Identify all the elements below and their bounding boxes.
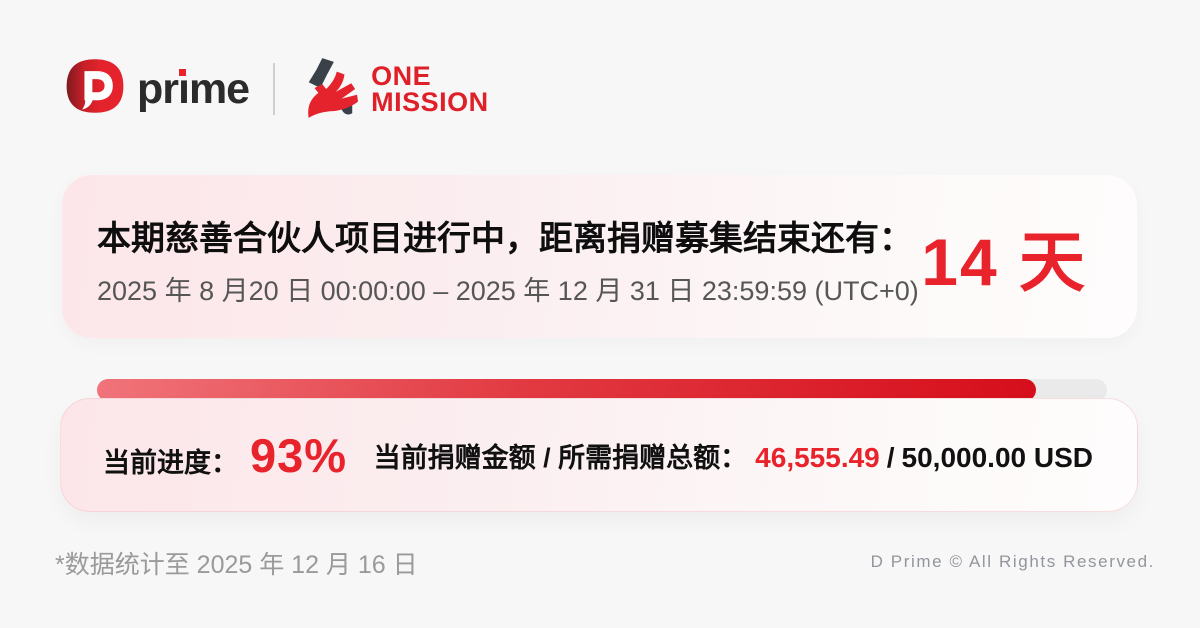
wordmark-i: ı	[178, 56, 190, 122]
hand-holding-person-icon	[308, 58, 359, 118]
one-mission-wordmark: ONE MISSION	[371, 61, 489, 117]
dprime-logo-icon	[66, 59, 124, 113]
countdown-title: 本期慈善合伙人项目进行中，距离捐赠募集结束还有：	[97, 220, 913, 258]
one-mission-line1: ONE	[371, 61, 432, 91]
header-logo-row: prıme ONE MISSION	[62, 56, 489, 122]
donation-summary: 当前捐赠金额 / 所需捐赠总额： 46,555.49 / 50,000.00 U…	[374, 436, 1093, 475]
donation-separator: /	[886, 441, 895, 473]
one-mission-line2: MISSION	[371, 87, 489, 117]
progress-track	[97, 379, 1107, 417]
progress-fill	[97, 379, 1037, 401]
donation-current-amount: 46,555.49	[755, 441, 880, 473]
donation-total-amount: 50,000.00 USD	[901, 441, 1093, 473]
dprime-logo: prıme	[62, 56, 250, 122]
progress-card: 当前进度： 93% 当前捐赠金额 / 所需捐赠总额： 46,555.49 / 5…	[60, 398, 1138, 512]
wordmark-pre: pr	[137, 65, 179, 113]
wordmark-post: me	[188, 65, 250, 113]
countdown-card: 本期慈善合伙人项目进行中，距离捐赠募集结束还有： 2025 年 8 月20 日 …	[62, 175, 1137, 338]
data-cutoff-note: *数据统计至 2025 年 12 月 16 日	[55, 551, 418, 579]
one-mission-logo: ONE MISSION	[301, 58, 489, 120]
logo-divider	[273, 63, 276, 115]
progress-summary: 当前进度： 93%	[103, 428, 347, 483]
countdown-date-range: 2025 年 8 月20 日 00:00:00 – 2025 年 12 月 31…	[97, 276, 919, 306]
copyright: D Prime © All Rights Reserved.	[870, 552, 1155, 571]
progress-value: 93%	[250, 428, 348, 482]
dprime-wordmark: prıme	[137, 56, 250, 122]
days-remaining: 14 天	[921, 224, 1087, 299]
progress-label: 当前进度：	[103, 447, 238, 478]
donation-label: 当前捐赠金额 / 所需捐赠总额：	[373, 442, 748, 473]
